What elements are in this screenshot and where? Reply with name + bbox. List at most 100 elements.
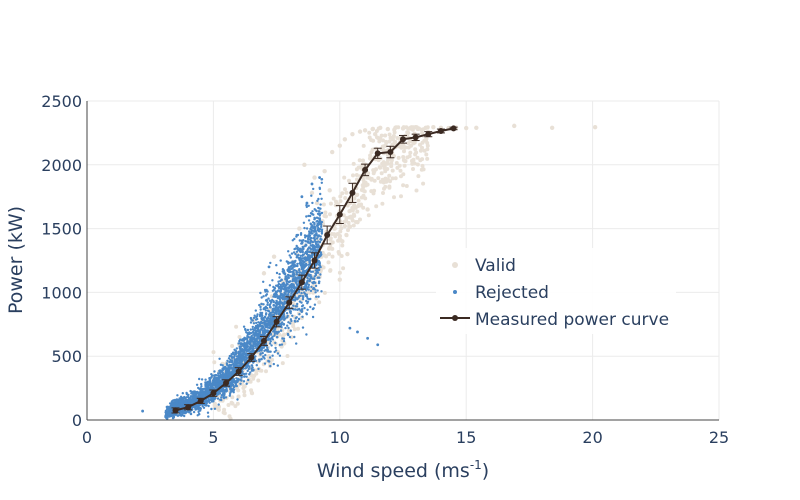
rejected-point	[254, 355, 257, 358]
power-curve-point	[437, 127, 444, 134]
rejected-point	[239, 378, 242, 381]
rejected-point	[302, 260, 306, 264]
rejected-point	[166, 410, 170, 413]
rejected-point	[288, 270, 291, 274]
rejected-point	[231, 368, 234, 371]
rejected-point	[221, 390, 224, 393]
rejected-point	[206, 399, 209, 402]
rejected-point	[318, 218, 321, 221]
rejected-point	[318, 240, 322, 244]
valid-point	[365, 207, 370, 212]
valid-point	[337, 270, 342, 275]
rejected-point	[292, 273, 295, 277]
rejected-point	[282, 318, 286, 321]
valid-point	[235, 401, 240, 406]
rejected-point	[305, 289, 308, 292]
legend[interactable]: Valid Rejected Measured power curve	[436, 248, 676, 334]
rejected-point	[230, 363, 233, 367]
rejected-point	[254, 345, 257, 348]
rejected-point	[180, 411, 183, 414]
rejected-point	[291, 314, 294, 317]
rejected-point	[180, 405, 183, 409]
valid-point	[423, 125, 428, 130]
rejected-point	[225, 390, 228, 393]
rejected-point	[226, 373, 229, 376]
rejected-point	[250, 340, 253, 343]
rejected-point	[317, 234, 321, 237]
rejected-point	[307, 285, 310, 289]
power-curve-point	[311, 257, 318, 264]
valid-point	[351, 161, 356, 166]
valid-point	[380, 201, 385, 206]
valid-point	[335, 232, 340, 236]
rejected-point	[315, 220, 318, 223]
valid-point	[215, 406, 220, 411]
rejected-point	[309, 214, 312, 218]
rejected-point	[219, 398, 222, 401]
rejected-point	[293, 279, 296, 282]
rejected-point	[254, 359, 258, 363]
valid-point	[331, 196, 336, 201]
power-curve-point	[400, 136, 406, 143]
rejected-point	[247, 367, 250, 371]
x-axis-title-end: )	[482, 460, 489, 482]
rejected-point	[232, 391, 235, 394]
rejected-point	[309, 289, 313, 293]
valid-point	[251, 376, 256, 381]
rejected-point	[297, 253, 300, 257]
rejected-point	[195, 383, 199, 386]
rejected-point	[257, 367, 260, 371]
rejected-point	[264, 322, 267, 325]
valid-point	[350, 208, 355, 213]
rejected-point	[218, 369, 222, 372]
rejected-point	[316, 269, 320, 272]
legend-item-measured-power-curve[interactable]: Measured power curve	[440, 310, 669, 330]
rejected-point	[186, 393, 190, 397]
valid-point	[396, 155, 401, 160]
rejected-point	[303, 226, 306, 230]
rejected-point	[306, 237, 310, 241]
valid-point	[388, 179, 392, 184]
rejected-point	[228, 394, 231, 397]
rejected-point	[240, 355, 244, 359]
legend-item-rejected[interactable]: Rejected	[453, 283, 549, 303]
rejected-point	[312, 286, 315, 290]
legend-item-valid[interactable]: Valid	[452, 256, 516, 276]
rejected-point	[278, 276, 281, 279]
rejected-point	[268, 304, 271, 307]
valid-point	[234, 324, 239, 329]
data-layer	[141, 123, 598, 421]
legend-label-rejected: Rejected	[475, 283, 549, 303]
rejected-point	[299, 254, 302, 257]
rejected-point	[301, 253, 305, 256]
valid-point	[229, 400, 234, 405]
rejected-point	[287, 250, 290, 253]
rejected-point	[230, 381, 234, 384]
rejected-point	[222, 367, 225, 371]
rejected-point	[232, 365, 236, 368]
valid-point	[474, 125, 479, 130]
rejected-point	[306, 250, 309, 253]
rejected-point	[183, 414, 186, 418]
rejected-point	[263, 357, 266, 360]
valid-point	[411, 141, 416, 146]
rejected-point	[356, 330, 359, 334]
valid-point	[378, 125, 383, 130]
rejected-point	[176, 394, 179, 397]
rejected-point	[273, 317, 276, 320]
valid-point	[351, 212, 356, 217]
rejected-point	[228, 392, 232, 396]
rejected-point	[262, 325, 265, 329]
rejected-point	[248, 340, 251, 343]
rejected-point	[254, 327, 257, 330]
rejected-point	[210, 383, 213, 386]
rejected-point	[248, 336, 252, 339]
rejected-point	[232, 385, 236, 389]
valid-point	[410, 161, 415, 166]
rejected-point	[306, 302, 309, 305]
rejected-point	[308, 250, 312, 253]
rejected-point	[307, 204, 310, 207]
rejected-point	[272, 329, 276, 332]
valid-point	[347, 225, 352, 230]
rejected-point	[266, 346, 269, 349]
